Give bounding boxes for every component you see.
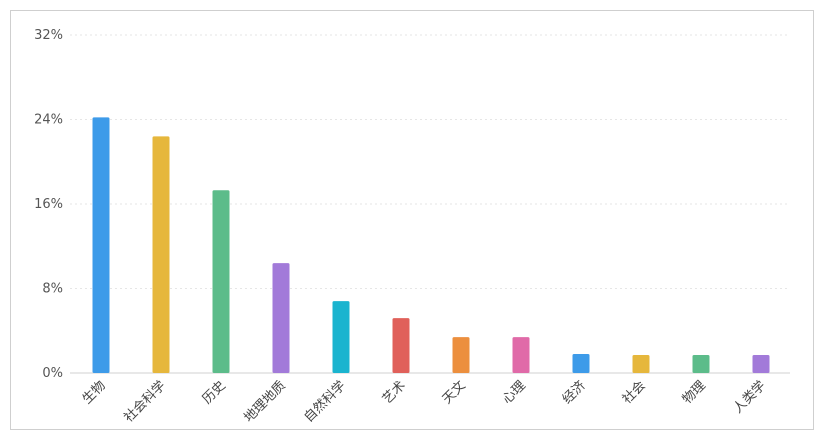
- bar: [92, 117, 110, 373]
- y-tick-label: 8%: [42, 282, 63, 297]
- x-category-label: 物理: [680, 378, 709, 407]
- y-tick-label: 0%: [42, 366, 63, 381]
- bar: [392, 318, 410, 373]
- x-category-label: 生物: [80, 378, 109, 407]
- bar: [452, 337, 470, 373]
- y-tick-label: 32%: [34, 28, 63, 43]
- bar: [632, 355, 650, 373]
- x-category-label: 艺术: [380, 378, 409, 407]
- x-category-label: 地理地质: [241, 378, 288, 425]
- y-tick-label: 24%: [34, 113, 63, 128]
- x-category-label: 社会科学: [121, 378, 169, 426]
- x-category-label: 历史: [200, 378, 229, 407]
- x-category-label: 人类学: [730, 378, 769, 417]
- bar: [272, 263, 290, 373]
- bar: [572, 353, 590, 373]
- bar: [512, 337, 530, 373]
- x-category-label: 经济: [560, 378, 589, 407]
- bar: [332, 301, 350, 373]
- bar: [152, 136, 170, 373]
- y-tick-label: 16%: [34, 197, 63, 212]
- bar: [752, 355, 770, 373]
- bar: [212, 190, 230, 373]
- x-category-label: 自然科学: [301, 378, 349, 426]
- bar: [692, 355, 710, 373]
- chart-frame: [10, 10, 814, 430]
- x-category-label: 天文: [440, 378, 469, 407]
- x-category-label: 社会: [619, 378, 649, 408]
- x-category-label: 心理: [500, 378, 529, 407]
